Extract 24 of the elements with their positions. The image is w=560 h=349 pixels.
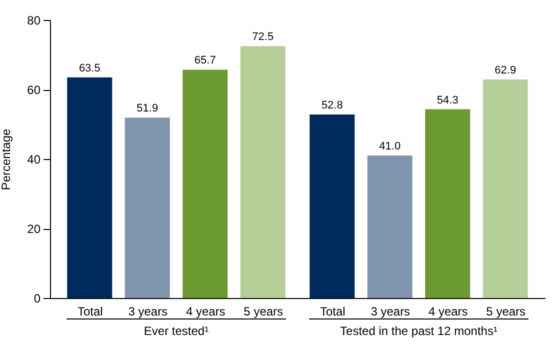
x-tick-label: 4 years (428, 304, 468, 318)
data-label: 65.7 (194, 54, 216, 67)
x-tick-label: 3 years (128, 304, 168, 318)
data-label: 72.5 (252, 31, 274, 44)
data-label: 63.5 (78, 62, 100, 74)
data-label: 62.9 (494, 64, 516, 76)
text: Tested in the past 12 months¹ (340, 324, 498, 338)
x-tick-label: Total (320, 304, 346, 318)
y-axis-title: Percentage (0, 128, 14, 190)
y-tick-label: 60 (27, 83, 41, 97)
x-tick-label: 5 years (486, 304, 526, 318)
x-tick-label: Total (77, 304, 103, 318)
data-label: 51.9 (136, 102, 158, 115)
x-tick-label: 5 years (244, 304, 284, 318)
x-tick-label: 3 years (370, 304, 410, 318)
text: Ever tested¹ (144, 324, 209, 338)
y-tick-label: 40 (27, 152, 41, 166)
x-tick-label: 4 years (186, 304, 226, 318)
y-tick-label: 80 (27, 14, 41, 28)
data-label: 54.3 (436, 94, 458, 106)
data-label: 52.8 (321, 100, 343, 112)
y-tick-label: 0 (34, 292, 41, 306)
y-tick-label: 20 (27, 222, 41, 236)
data-label: 41.0 (379, 140, 401, 153)
